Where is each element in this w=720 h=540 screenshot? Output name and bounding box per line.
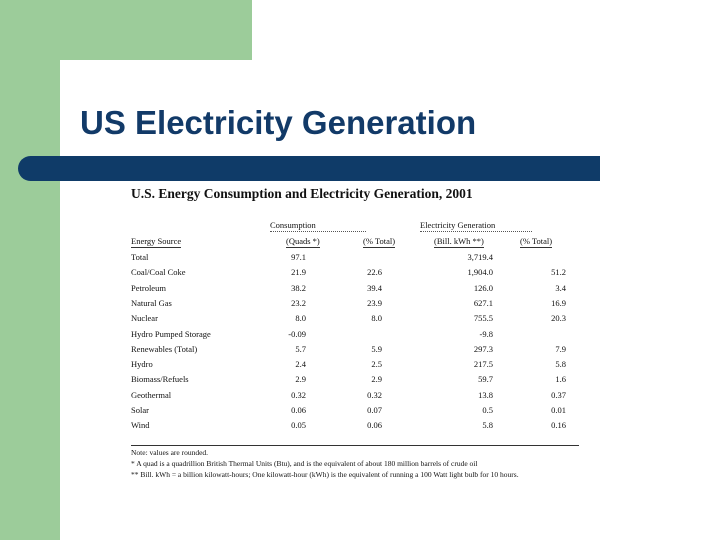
table-cell: 0.05: [291, 420, 306, 431]
table-cell: 22.6: [367, 267, 382, 278]
table-cell: 5.8: [482, 420, 493, 431]
table-cell: 0.07: [367, 405, 382, 415]
table-cell: 13.8: [478, 389, 493, 400]
table-row: Total 97.1 3,719.4: [128, 250, 598, 264]
column-header-consumption-pct: (% Total): [363, 236, 396, 248]
table-cell: 5.8: [555, 359, 566, 370]
table-row: Coal/Coal Coke 21.9 22.6 1,904.0 51.2: [128, 265, 598, 279]
slide-title: US Electricity Generation: [80, 104, 477, 141]
side-strip: [0, 0, 60, 540]
table-cell: 0.32: [367, 389, 382, 400]
table-cell: 627.1: [473, 297, 493, 308]
table-cell: 0.37: [551, 389, 566, 400]
table-cell: 217.5: [473, 359, 493, 370]
table-row: Renewables (Total) 5.7 5.9 297.3 7.9: [128, 342, 598, 356]
column-header-generation-pct: (% Total): [520, 236, 553, 248]
note-quad: * A quad is a quadrillion British Therma…: [131, 459, 478, 468]
table-cell: 21.9: [291, 267, 306, 278]
column-header-source: Energy Source: [131, 236, 182, 248]
table-cell: Natural Gas: [131, 297, 172, 308]
table-cell: 0.32: [291, 389, 306, 400]
table-cell: Total: [131, 252, 149, 262]
title-underline-bar: [18, 156, 600, 181]
table-cell: 5.9: [371, 343, 382, 354]
table-cell: 0.06: [291, 405, 306, 415]
table-cell: 0.06: [367, 420, 382, 431]
table-row: Natural Gas 23.2 23.9 627.1 16.9: [128, 296, 598, 310]
table-cell: 8.0: [371, 313, 382, 324]
table-cell: 16.9: [551, 297, 566, 308]
table-cell: 0.5: [482, 405, 493, 415]
table-cell: 1.6: [555, 374, 566, 385]
table-row: Solar 0.06 0.07 0.5 0.01: [128, 403, 598, 417]
table-row: Nuclear 8.0 8.0 755.5 20.3: [128, 311, 598, 325]
table-cell: Nuclear: [131, 313, 158, 324]
table-row: Wind 0.05 0.06 5.8 0.16: [128, 418, 598, 432]
content-corner: [60, 60, 260, 160]
table-cell: 2.5: [371, 359, 382, 370]
table-cell: 23.2: [291, 297, 306, 308]
column-header-kwh: (Bill. kWh **): [434, 236, 484, 248]
top-left-block: [0, 0, 252, 60]
table-cell: 23.9: [367, 297, 382, 308]
table-cell: 2.9: [295, 374, 306, 385]
table-cell: Hydro Pumped Storage: [131, 328, 211, 339]
table-cell: Renewables (Total): [131, 343, 198, 354]
group-header-consumption: Consumption: [270, 220, 366, 232]
table-cell: 59.7: [478, 374, 493, 385]
table-cell: Geothermal: [131, 389, 172, 400]
note-kwh: ** Bill. kWh = a billion kilowatt-hours;…: [131, 470, 519, 479]
table-cell: Coal/Coal Coke: [131, 267, 186, 278]
table-cell: 1,904.0: [467, 267, 494, 278]
notes-divider: [131, 445, 579, 446]
table-cell: 5.7: [295, 343, 306, 354]
energy-table: U.S. Energy Consumption and Electricity …: [128, 186, 598, 482]
table-cell: 7.9: [555, 343, 566, 354]
table-cell: 97.1: [291, 252, 306, 262]
table-row: Petroleum 38.2 39.4 126.0 3.4: [128, 281, 598, 295]
table-cell: Wind: [131, 420, 150, 431]
table-cell: -0.09: [288, 328, 306, 339]
table-cell: 3,719.4: [467, 252, 494, 262]
column-header-quads: (Quads *): [286, 236, 320, 248]
table-row: Hydro 2.4 2.5 217.5 5.8: [128, 357, 598, 371]
table-cell: Biomass/Refuels: [131, 374, 189, 385]
table-cell: -9.8: [479, 328, 493, 339]
table-cell: 0.16: [551, 420, 566, 431]
table-cell: Hydro: [131, 359, 153, 370]
table-cell: 2.4: [295, 359, 306, 370]
table-cell: 20.3: [551, 313, 566, 324]
table-cell: 38.2: [291, 282, 306, 293]
table-row: Hydro Pumped Storage -0.09 -9.8: [128, 327, 598, 341]
table-row: Biomass/Refuels 2.9 2.9 59.7 1.6: [128, 372, 598, 386]
table-cell: 126.0: [473, 282, 493, 293]
table-cell: 297.3: [473, 343, 493, 354]
table-cell: 0.01: [551, 405, 566, 415]
table-cell: 51.2: [551, 267, 566, 278]
table-cell: Petroleum: [131, 282, 166, 293]
table-cell: 755.5: [473, 313, 493, 324]
table-cell: Solar: [131, 405, 149, 415]
table-cell: 8.0: [295, 313, 306, 324]
table-cell: 39.4: [367, 282, 382, 293]
table-row: Geothermal 0.32 0.32 13.8 0.37: [128, 388, 598, 402]
table-cell: 2.9: [371, 374, 382, 385]
group-header-generation: Electricity Generation: [420, 220, 532, 232]
table-cell: 3.4: [555, 282, 566, 293]
table-title: U.S. Energy Consumption and Electricity …: [131, 186, 473, 201]
note-rounded: Note: values are rounded.: [131, 448, 209, 457]
